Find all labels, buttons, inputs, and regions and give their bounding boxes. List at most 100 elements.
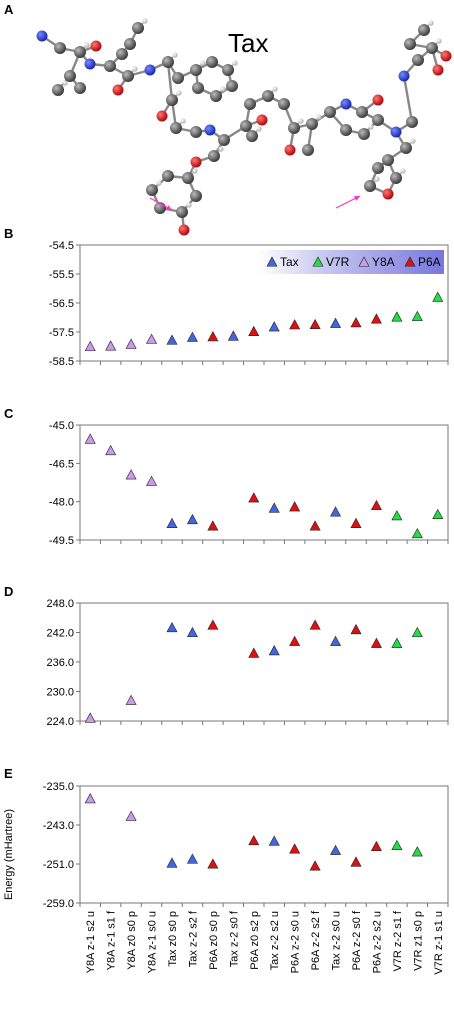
x-category-label: P6A z0 s2 p	[249, 911, 261, 970]
carbon-atom	[278, 98, 290, 110]
data-point-tax	[330, 317, 342, 328]
y-tick-label: -251.0	[43, 859, 74, 871]
hydrogen-atom	[368, 124, 374, 130]
data-point-y8a	[125, 694, 137, 705]
x-category-label: Tax z-2 s0 f	[228, 910, 240, 967]
carbon-atom	[210, 90, 222, 102]
carbon-atom	[390, 172, 402, 184]
carbon-atom	[54, 42, 66, 54]
data-point-tax	[227, 330, 239, 341]
carbon-atom	[176, 206, 188, 218]
carbon-atom	[418, 24, 430, 36]
hydrogen-atom	[156, 180, 162, 186]
carbon-atom	[426, 42, 438, 54]
carbon-atom	[162, 56, 174, 68]
carbon-atom	[192, 82, 204, 94]
data-point-y8a	[84, 712, 96, 723]
hydrogen-atom	[436, 38, 442, 44]
data-point-tax	[186, 331, 198, 342]
legend-marker-p6a	[404, 256, 416, 267]
data-point-p6a	[309, 520, 321, 531]
panel-letter-a: A	[4, 2, 14, 17]
plot-area	[79, 424, 449, 541]
x-category-label: Tax z-2 s2 u	[269, 911, 281, 970]
x-category-label: Tax z-2 s0 u	[331, 911, 343, 970]
carbon-atom	[372, 114, 384, 126]
oxygen-atom	[382, 188, 394, 200]
data-point-p6a	[309, 860, 321, 871]
carbon-atom	[340, 124, 352, 136]
panel-letter-e: E	[4, 766, 13, 781]
carbon-atom	[104, 60, 116, 72]
y-tick-label: 248.0	[46, 598, 74, 610]
x-category-label: P6A z-2 s2 u	[371, 911, 383, 973]
carbon-atom	[190, 64, 202, 76]
nitrogen-atom	[204, 124, 216, 136]
x-category-label: V7R z1 s0 p	[412, 911, 424, 971]
nitrogen-atom	[144, 64, 156, 76]
data-point-p6a	[309, 619, 321, 630]
y-tick-label: -45.0	[49, 420, 74, 432]
x-category-label: Y8A z-1 s2 u	[85, 911, 97, 973]
y-tick-label: -58.5	[49, 356, 74, 368]
data-point-p6a	[207, 619, 219, 630]
charts: B -54.5 -55.5 -56.5 -57.5 -58.5 Tax V7R Y8A P6A C -…	[4, 226, 449, 910]
chart-panel-b: B -54.5 -55.5 -56.5 -57.5 -58.5 Tax V7R Y8A P6A	[4, 226, 449, 368]
data-point-p6a	[370, 499, 382, 511]
legend-marker-v7r	[312, 256, 324, 267]
carbon-atom	[356, 106, 368, 118]
y-tick-label: -54.5	[49, 240, 74, 252]
carbon-atom	[400, 142, 412, 154]
hydrogen-atom	[176, 90, 182, 96]
carbon-atom	[244, 98, 256, 110]
carbon-atom	[364, 180, 376, 192]
hydrogen-atom	[172, 52, 178, 58]
molecule-bond	[402, 75, 414, 123]
x-category-label: Y8A z0 s0 p	[126, 911, 138, 970]
hydrogen-atom	[62, 80, 68, 86]
hydrogen-atom	[428, 20, 434, 26]
data-point-tax	[330, 844, 342, 855]
hydrogen-atom	[298, 118, 304, 124]
arrow-head-icon	[166, 205, 172, 210]
carbon-atom	[404, 38, 416, 50]
x-category-label: V7R z-2 s1 f	[392, 910, 404, 971]
data-point-tax	[268, 321, 280, 332]
data-point-p6a	[289, 319, 301, 330]
y-tick-label: 242.0	[46, 628, 74, 640]
data-point-v7r	[411, 626, 423, 638]
data-point-tax	[166, 334, 178, 345]
carbon-atom	[74, 82, 86, 94]
carbon-atom	[132, 22, 144, 34]
y-tick-label: -243.0	[43, 820, 74, 832]
chart-panel-c: C -45.0 -46.5 -48.0 -49.5	[4, 406, 449, 547]
x-category-label: Tax z-2 s2 f	[187, 910, 199, 967]
carbon-atom	[206, 56, 218, 68]
carbon-atom	[412, 54, 424, 66]
data-point-p6a	[350, 623, 362, 635]
oxygen-atom	[372, 94, 384, 106]
y-tick-label: -259.0	[43, 898, 74, 910]
oxygen-atom	[156, 110, 168, 122]
oxygen-atom	[90, 40, 102, 52]
data-point-y8a	[125, 810, 137, 821]
nitrogen-atom	[340, 98, 352, 110]
data-point-p6a	[309, 318, 321, 330]
hydrogen-atom	[410, 138, 416, 144]
data-point-y8a	[84, 340, 96, 352]
hydrogen-atom	[192, 168, 198, 174]
data-point-v7r	[411, 310, 423, 321]
x-category-label: V7R z-1 s1 u	[433, 911, 445, 975]
carbon-atom	[182, 172, 194, 184]
carbon-atom	[170, 122, 182, 134]
carbon-atom	[172, 72, 184, 84]
carbon-atom	[162, 170, 174, 182]
legend-label-p6a: P6A	[418, 255, 441, 269]
hydrogen-atom	[220, 86, 226, 92]
y-tick-label: -46.5	[49, 458, 74, 470]
data-point-p6a	[289, 843, 301, 854]
carbon-atom	[116, 48, 128, 60]
x-category-label: Y8A z-1 s0 u	[147, 911, 159, 973]
x-category-label: Y8A z-1 s1 f	[106, 910, 118, 970]
